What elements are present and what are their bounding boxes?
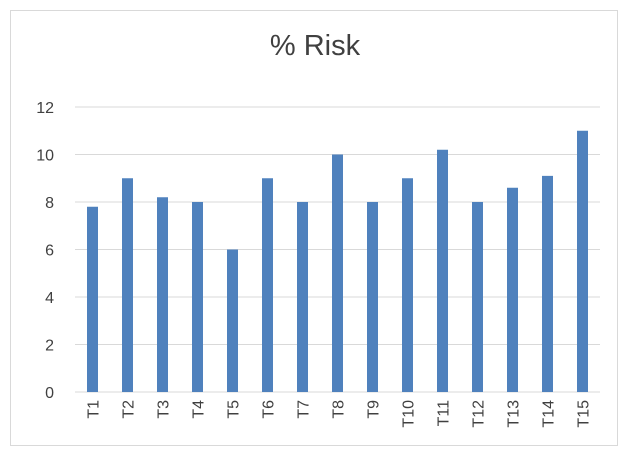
x-tick-label: T15 (576, 400, 593, 428)
bar-t14 (542, 175, 553, 392)
bar-t11 (437, 149, 448, 392)
x-tick-label: T2 (121, 400, 138, 419)
bar-t7 (297, 202, 308, 392)
x-tick-label: T11 (436, 400, 453, 426)
x-tick-label: T1 (86, 400, 103, 419)
x-tick-label: T8 (331, 400, 348, 419)
y-tick-label: 10 (36, 148, 54, 165)
bar-t3 (157, 197, 168, 392)
x-tick-label: T13 (506, 400, 523, 428)
bar-t1 (87, 206, 98, 392)
bar-t10 (402, 178, 413, 392)
x-tick-label: T6 (261, 400, 278, 419)
bar-t4 (192, 202, 203, 392)
y-axis: 0 2 4 6 8 10 12 (36, 100, 54, 402)
bar-t6 (262, 178, 273, 392)
x-tick-label: T7 (296, 400, 313, 419)
y-tick-label: 6 (45, 243, 54, 260)
bar-t15 (577, 130, 588, 392)
x-axis: T1 T2 T3 T4 T5 T6 T7 T8 T9 T10 T11 T12 T13 T14 T15 (86, 400, 593, 428)
chart-title: % Risk (269, 30, 361, 62)
y-tick-label: 0 (45, 385, 54, 402)
x-tick-label: T14 (541, 400, 558, 428)
bar-t5 (227, 249, 238, 392)
bar-t2 (122, 178, 133, 392)
bar-t12 (472, 202, 483, 392)
y-tick-label: 8 (45, 195, 54, 212)
x-tick-label: T10 (401, 400, 418, 428)
y-tick-label: 2 (45, 338, 54, 355)
x-tick-label: T5 (226, 400, 243, 419)
x-tick-label: T4 (191, 400, 208, 419)
bar-t8 (332, 154, 343, 392)
bars (87, 130, 588, 392)
bar-t13 (507, 187, 518, 392)
x-tick-label: T12 (471, 400, 488, 428)
y-tick-label: 4 (45, 290, 54, 307)
y-tick-label: 12 (36, 100, 54, 117)
x-tick-label: T3 (156, 400, 173, 419)
bar-t9 (367, 202, 378, 392)
x-tick-label: T9 (366, 400, 383, 419)
